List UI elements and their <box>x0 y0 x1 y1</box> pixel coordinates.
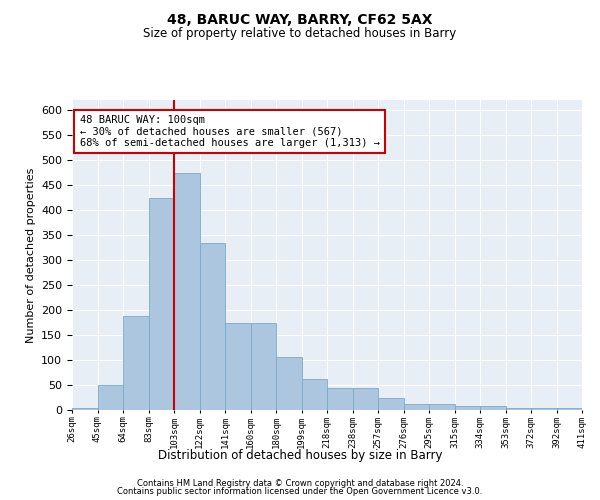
Bar <box>149 198 174 410</box>
Bar <box>72 408 97 410</box>
Bar <box>276 356 302 410</box>
Text: Contains HM Land Registry data © Crown copyright and database right 2024.: Contains HM Land Registry data © Crown c… <box>137 478 463 488</box>
Bar <box>174 173 199 410</box>
Bar <box>97 385 123 410</box>
Bar <box>557 408 582 410</box>
Bar <box>378 398 404 410</box>
Bar <box>251 322 276 410</box>
Bar <box>123 316 149 410</box>
Bar <box>505 408 531 410</box>
Bar <box>199 242 225 410</box>
Text: 48 BARUC WAY: 100sqm
← 30% of detached houses are smaller (567)
68% of semi-deta: 48 BARUC WAY: 100sqm ← 30% of detached h… <box>80 115 380 148</box>
Text: Distribution of detached houses by size in Barry: Distribution of detached houses by size … <box>158 448 442 462</box>
Bar <box>480 406 505 410</box>
Text: Size of property relative to detached houses in Barry: Size of property relative to detached ho… <box>143 28 457 40</box>
Text: 48, BARUC WAY, BARRY, CF62 5AX: 48, BARUC WAY, BARRY, CF62 5AX <box>167 12 433 26</box>
Text: Contains public sector information licensed under the Open Government Licence v3: Contains public sector information licen… <box>118 487 482 496</box>
Bar <box>327 388 353 410</box>
Bar <box>302 379 327 410</box>
Bar <box>531 408 557 410</box>
Bar <box>353 388 378 410</box>
Bar <box>225 322 251 410</box>
Y-axis label: Number of detached properties: Number of detached properties <box>26 168 35 342</box>
Bar <box>455 406 480 410</box>
Bar <box>404 404 429 410</box>
Bar <box>429 404 455 410</box>
